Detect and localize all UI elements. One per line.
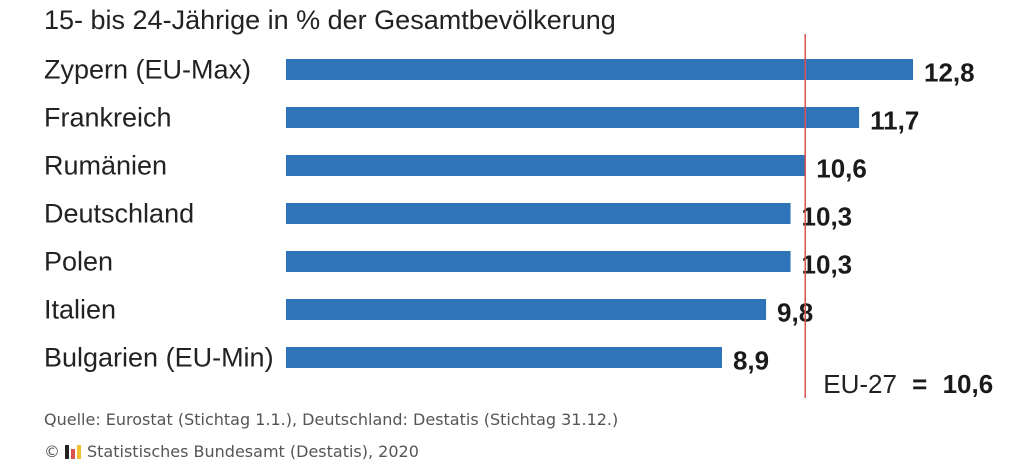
copyright-symbol: © bbox=[44, 442, 60, 461]
value-label: 9,8 bbox=[777, 298, 813, 328]
category-label: Bulgarien (EU-Min) bbox=[44, 343, 274, 373]
bar bbox=[286, 203, 791, 224]
bar bbox=[286, 59, 913, 80]
value-label: 12,8 bbox=[924, 58, 975, 88]
value-label: 10,3 bbox=[802, 202, 853, 232]
reference-line-label: EU-27 = 10,6 bbox=[823, 369, 993, 399]
chart-title: 15- bis 24-Jährige in % der Gesamtbevölk… bbox=[44, 5, 616, 35]
category-label: Deutschland bbox=[44, 199, 194, 229]
copyright-text: Statistisches Bundesamt (Destatis), 2020 bbox=[87, 442, 419, 461]
bar bbox=[286, 155, 806, 176]
bars-layer: Zypern (EU-Max) 12,8 Frankreich 11,7 Rumänie… bbox=[44, 55, 975, 376]
category-label: Italien bbox=[44, 295, 116, 325]
bar-chart: 15- bis 24-Jährige in % der Gesamtbevölk… bbox=[44, 5, 993, 399]
value-label: 11,7 bbox=[870, 106, 919, 136]
bar bbox=[286, 251, 791, 272]
value-label: 8,9 bbox=[733, 346, 769, 376]
value-label: 10,3 bbox=[802, 250, 853, 280]
bar bbox=[286, 299, 767, 320]
bar bbox=[286, 107, 860, 128]
reference-line-value: 10,6 bbox=[943, 369, 994, 399]
source-note: Quelle: Eurostat (Stichtag 1.1.), Deutsc… bbox=[44, 410, 619, 429]
copyright-note: © Statistisches Bundesamt (Destatis), 20… bbox=[44, 442, 419, 461]
category-label: Zypern (EU-Max) bbox=[44, 55, 251, 85]
category-label: Frankreich bbox=[44, 103, 172, 133]
bar bbox=[286, 347, 722, 368]
category-label: Rumänien bbox=[44, 151, 167, 181]
reference-line-name: EU-27 bbox=[823, 369, 897, 399]
category-label: Polen bbox=[44, 247, 113, 277]
destatis-logo-icon bbox=[65, 444, 81, 459]
reference-line-separator: = bbox=[912, 369, 927, 399]
value-label: 10,6 bbox=[816, 154, 867, 184]
